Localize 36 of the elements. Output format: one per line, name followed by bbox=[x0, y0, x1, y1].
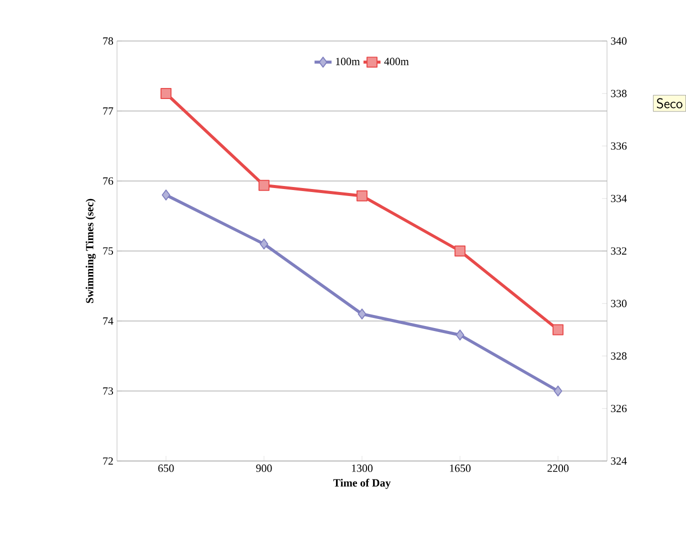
y2-tick-label: 330 bbox=[611, 300, 627, 308]
legend-label: 100m bbox=[336, 58, 360, 66]
x-tick-label: 1300 bbox=[352, 464, 373, 472]
y-tick-label: 77 bbox=[103, 107, 114, 115]
x-tick-label: 650 bbox=[158, 464, 174, 472]
x-tick-label: 1650 bbox=[450, 464, 471, 472]
y2-tick-label: 328 bbox=[611, 352, 627, 360]
point bbox=[456, 330, 464, 340]
point bbox=[160, 88, 172, 99]
y-tick-label: 78 bbox=[103, 37, 114, 45]
y-tick-label: 75 bbox=[103, 247, 114, 255]
x-tick-label: 2200 bbox=[548, 464, 569, 472]
point bbox=[258, 180, 270, 191]
y-tick-label: 74 bbox=[103, 317, 114, 325]
point bbox=[358, 308, 366, 320]
y-tick-label: 76 bbox=[103, 177, 114, 185]
point bbox=[162, 190, 170, 200]
y2-tick-label: 332 bbox=[611, 247, 626, 255]
y2-tick-label: 334 bbox=[611, 194, 627, 202]
y-axis-title: Swimming Times (sec) bbox=[86, 198, 96, 303]
point bbox=[356, 190, 368, 202]
x-axis-title: Time of Day bbox=[333, 478, 391, 489]
text: Seco bbox=[656, 98, 682, 108]
y2-tick-label: 340 bbox=[611, 37, 627, 45]
y2-tick-label: 326 bbox=[611, 404, 627, 412]
legend-label: 400m bbox=[384, 58, 409, 66]
y-tick-label: 73 bbox=[103, 387, 114, 395]
y-tick-label: 72 bbox=[103, 457, 113, 465]
y2-tick-label: 338 bbox=[611, 90, 627, 98]
point bbox=[554, 386, 562, 396]
y2-tick-label: 324 bbox=[611, 457, 627, 465]
point bbox=[260, 238, 268, 250]
point bbox=[552, 324, 564, 336]
y2-tick-label: 336 bbox=[611, 142, 627, 150]
x-tick-label: 900 bbox=[256, 464, 272, 472]
point bbox=[454, 246, 466, 256]
